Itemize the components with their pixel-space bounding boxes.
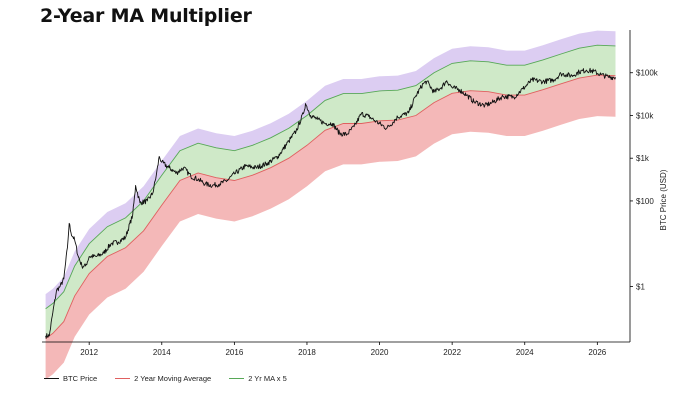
legend-item-ma5: 2 Yr MA x 5: [229, 374, 287, 383]
y-tick-label: $1k: [636, 154, 650, 163]
series-line-ma: [45, 74, 616, 339]
series-line-ma5: [45, 44, 616, 310]
series-line-price: [45, 67, 616, 339]
chart-title: 2-Year MA Multiplier: [40, 5, 252, 27]
y-tick-label: $10k: [636, 111, 654, 120]
legend-label-ma: 2 Year Moving Average: [134, 374, 212, 383]
legend-label-ma5: 2 Yr MA x 5: [248, 374, 287, 383]
x-tick-label: 2018: [298, 348, 316, 357]
legend-swatch-ma: [115, 378, 131, 379]
x-tick-label: 2022: [443, 348, 461, 357]
legend-swatch-ma5: [229, 378, 245, 379]
x-tick-label: 2014: [153, 348, 171, 357]
legend-label-price: BTC Price: [63, 374, 98, 383]
y-tick-label: $1: [636, 282, 645, 291]
legend-swatch-price: [44, 378, 59, 379]
x-tick-label: 2026: [588, 348, 606, 357]
legend-item-ma: 2 Year Moving Average: [115, 374, 211, 383]
y-axis-label: BTC Price (USD): [659, 169, 668, 230]
axes-layer: 2012 2014 2016 2018 2020 2022 2024 2026 $1 $100 $1…: [42, 30, 659, 357]
y-tick-label: $100k: [636, 69, 659, 78]
band-red: [45, 75, 616, 380]
x-tick-label: 2024: [516, 348, 534, 357]
y-tick-label: $100: [636, 197, 654, 206]
x-tick-label: 2016: [225, 348, 243, 357]
legend-item-price: BTC Price: [44, 374, 97, 383]
x-tick-label: 2020: [371, 348, 389, 357]
chart-legend: BTC Price 2 Year Moving Average 2 Yr MA …: [44, 374, 287, 383]
band-purple: [45, 30, 616, 309]
line-layer: [45, 44, 616, 339]
x-tick-label: 2012: [80, 348, 98, 357]
band-layer: [45, 30, 616, 380]
band-green: [45, 45, 616, 339]
